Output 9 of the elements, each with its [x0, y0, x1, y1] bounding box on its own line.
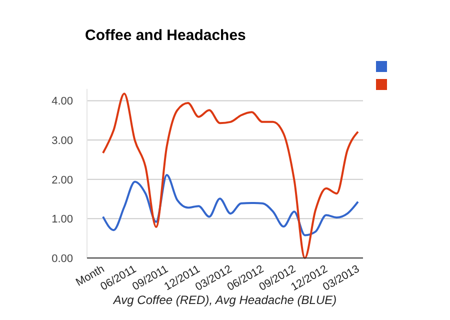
- y-tick-label: 2.00: [52, 174, 73, 186]
- y-tick-label: 4.00: [52, 96, 73, 108]
- y-tick-label: 0.00: [52, 253, 73, 265]
- y-tick-label: 1.00: [52, 214, 73, 226]
- x-axis-title: Avg Coffee (RED), Avg Headache (BLUE): [112, 293, 337, 307]
- line-series: [102, 174, 359, 236]
- chart-title: Coffee and Headaches: [85, 27, 246, 44]
- y-tick-label: 3.00: [52, 135, 73, 148]
- line-series: [102, 92, 359, 259]
